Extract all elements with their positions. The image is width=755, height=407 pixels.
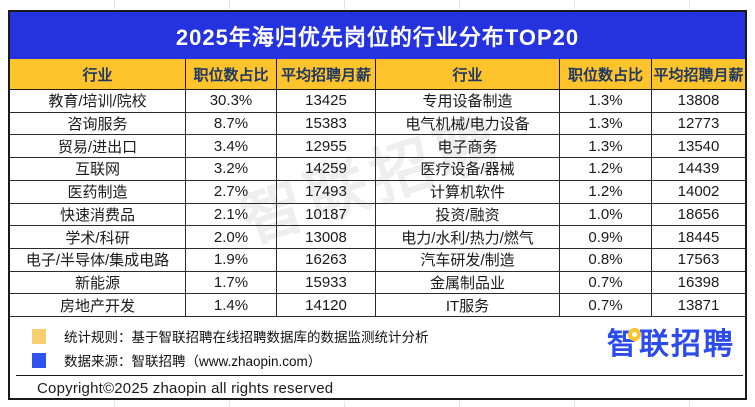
share-cell: 3.2% <box>186 158 277 181</box>
table-body: 教育/培训/院校 30.3% 13425 专用设备制造 1.3% 13808 咨… <box>10 90 745 317</box>
industry-cell: 电子商务 <box>376 135 560 159</box>
copyright-text: Copyright©2025 zhaopin all rights reserv… <box>37 380 334 397</box>
salary-cell: 17563 <box>652 249 745 272</box>
spreadsheet-gridline-top <box>0 0 755 9</box>
share-cell: 0.7% <box>560 271 652 295</box>
page-title: 2025年海归优先岗位的行业分布TOP20 <box>10 12 745 59</box>
industry-cell: 快速消费品 <box>10 203 186 227</box>
share-cell: 1.3% <box>560 112 652 136</box>
industry-cell: 医疗设备/器械 <box>376 158 560 181</box>
share-cell: 30.3% <box>186 90 277 113</box>
industry-cell: 学术/科研 <box>10 226 186 249</box>
industry-cell: 教育/培训/院校 <box>10 90 186 113</box>
industry-cell: 投资/融资 <box>376 203 560 227</box>
spreadsheet-gridline-bottom <box>0 401 755 407</box>
share-cell: 1.0% <box>560 203 652 227</box>
footnote-data-source: 数据来源：智联招聘（www.zhaopin.com） <box>32 350 321 370</box>
share-cell: 2.0% <box>186 226 277 249</box>
salary-cell: 16398 <box>652 272 745 295</box>
share-cell: 1.9% <box>186 248 277 272</box>
col-header-share-right: 职位数占比 <box>560 59 652 89</box>
industry-cell: 金属制品业 <box>376 271 560 295</box>
salary-cell: 18656 <box>652 204 745 227</box>
salary-cell: 13540 <box>652 135 745 159</box>
industry-cell: 房地产开发 <box>10 294 186 317</box>
industry-cell: 电子/半导体/集成电路 <box>10 248 186 272</box>
share-cell: 1.3% <box>560 135 652 159</box>
salary-cell: 14439 <box>652 158 745 181</box>
salary-cell: 15933 <box>277 271 376 295</box>
share-cell: 1.2% <box>560 180 652 204</box>
share-cell: 8.7% <box>186 112 277 136</box>
industry-cell: 新能源 <box>10 271 186 295</box>
footnote-statistics-rule: 统计规则：基于智联招聘在线招聘数据库的数据监测统计分析 <box>32 326 429 346</box>
salary-cell: 16263 <box>277 248 376 272</box>
industry-cell: 计算机软件 <box>376 180 560 204</box>
share-cell: 2.1% <box>186 203 277 227</box>
share-cell: 0.9% <box>560 226 652 249</box>
table-footer: 统计规则：基于智联招聘在线招聘数据库的数据监测统计分析 数据来源：智联招聘（ww… <box>10 317 745 398</box>
salary-cell: 13425 <box>277 90 376 113</box>
share-cell: 2.7% <box>186 180 277 204</box>
industry-cell: 医药制造 <box>10 180 186 204</box>
salary-cell: 12955 <box>277 135 376 159</box>
salary-cell: 14002 <box>652 181 745 204</box>
salary-cell: 17493 <box>277 180 376 204</box>
salary-cell: 14259 <box>277 158 376 181</box>
logo-yellow-dot-icon <box>628 328 641 341</box>
salary-cell: 14120 <box>277 294 376 317</box>
industry-cell: 电气机械/电力设备 <box>376 112 560 136</box>
col-header-salary-right: 平均招聘月薪 <box>653 66 744 84</box>
footnote-text: 数据来源：智联招聘（www.zhaopin.com） <box>64 354 322 369</box>
footnote-text: 统计规则：基于智联招聘在线招聘数据库的数据监测统计分析 <box>64 330 429 345</box>
salary-cell: 10187 <box>277 203 376 227</box>
industry-cell: 贸易/进出口 <box>10 135 186 159</box>
share-cell: 0.8% <box>560 248 652 272</box>
salary-cell: 13871 <box>652 294 745 317</box>
industry-cell: IT服务 <box>376 294 560 317</box>
col-header-salary-left: 平均招聘月薪 <box>277 59 376 89</box>
salary-cell: 13808 <box>652 90 745 113</box>
col-header-industry-right: 行业 <box>376 59 560 89</box>
industry-cell: 电力/水利/热力/燃气 <box>376 226 560 249</box>
blue-square-icon <box>32 352 46 368</box>
industry-cell: 互联网 <box>10 158 186 181</box>
share-cell: 1.2% <box>560 158 652 181</box>
industry-cell: 汽车研发/制造 <box>376 248 560 272</box>
col-header-share-left: 职位数占比 <box>186 59 277 89</box>
share-cell: 1.3% <box>560 90 652 113</box>
share-cell: 1.4% <box>186 294 277 317</box>
yellow-square-icon <box>32 328 46 344</box>
table-header-row: 行业 职位数占比 平均招聘月薪 行业 职位数占比 平均招聘月薪 <box>10 59 745 90</box>
share-cell: 1.7% <box>186 271 277 295</box>
industry-cell: 咨询服务 <box>10 112 186 136</box>
industry-cell: 专用设备制造 <box>376 90 560 113</box>
zhaopin-logo: 智联招聘 <box>607 325 735 365</box>
salary-cell: 18445 <box>652 226 745 249</box>
infographic-table: 2025年海归优先岗位的行业分布TOP20 行业 职位数占比 平均招聘月薪 行业… <box>8 10 747 400</box>
zhaopin-logo-text: 智联招聘 <box>607 328 735 361</box>
share-cell: 3.4% <box>186 135 277 159</box>
salary-cell: 12773 <box>652 113 745 136</box>
salary-cell: 13008 <box>277 226 376 249</box>
footer-divider <box>16 375 743 376</box>
col-header-industry-left: 行业 <box>10 59 186 89</box>
salary-cell: 15383 <box>277 112 376 136</box>
share-cell: 0.7% <box>560 294 652 317</box>
